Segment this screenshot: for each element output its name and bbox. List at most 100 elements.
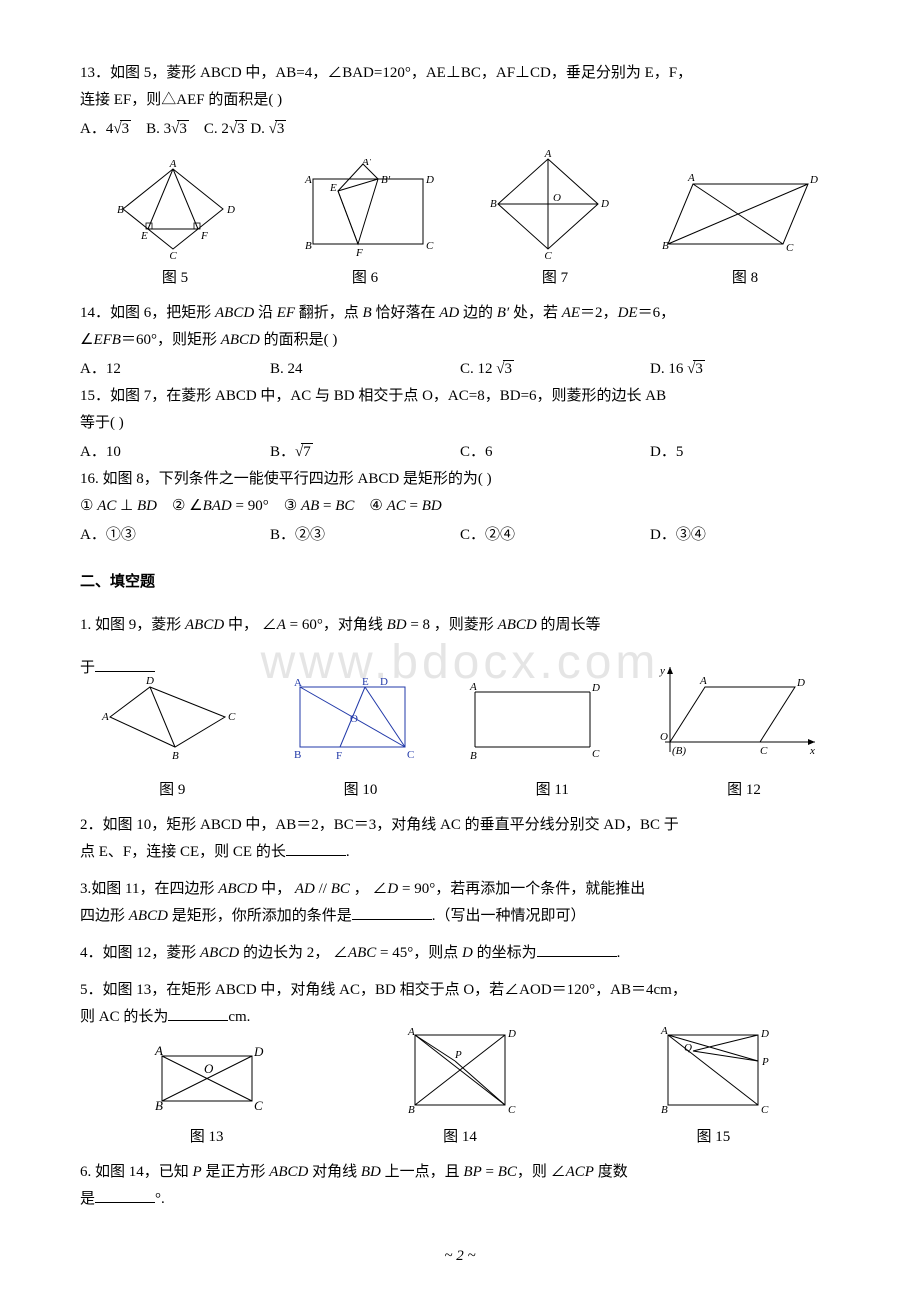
fill-q2: 2．如图 10，矩形 ABCD 中，AB＝2，BC＝3，对角线 AC 的垂直平分… — [80, 812, 840, 866]
svg-text:O: O — [660, 731, 668, 743]
figure-row-2: D C B A A E D B F C O — [80, 662, 840, 762]
q15-optA: A．10 — [80, 439, 270, 466]
blank-fq2 — [286, 841, 346, 856]
q16-optA: A．①③ — [80, 522, 270, 549]
svg-text:B: B — [408, 1104, 415, 1116]
figure-captions-2: 图 9 图 10 图 11 图 12 — [80, 777, 840, 804]
cap-fig5: 图 5 — [162, 265, 188, 292]
svg-text:A: A — [469, 681, 477, 693]
svg-text:C: C — [544, 250, 552, 259]
figure-13: A D B C O — [142, 1038, 272, 1118]
figure-7: A B D C O — [483, 149, 613, 259]
cap-fig6: 图 6 — [352, 265, 378, 292]
svg-text:D: D — [380, 676, 388, 688]
svg-text:E: E — [329, 182, 337, 194]
svg-text:B: B — [172, 750, 179, 762]
svg-text:P: P — [761, 1056, 769, 1068]
svg-text:A: A — [294, 677, 302, 689]
q14-optD: D. 16 3 — [650, 356, 840, 383]
q13-line2: 连接 EF，则△AEF 的面积是( ) — [80, 92, 282, 108]
svg-text:B: B — [661, 1104, 668, 1116]
svg-text:Q: Q — [684, 1042, 692, 1054]
cap-fig12: 图 12 — [727, 777, 761, 804]
blank-fq5 — [168, 1006, 228, 1021]
svg-text:A: A — [699, 675, 707, 687]
svg-text:F: F — [200, 230, 208, 242]
svg-text:B: B — [305, 240, 312, 252]
svg-text:A: A — [407, 1026, 415, 1038]
fill-q1: 1. 如图 9，菱形 ABCD 中， ∠A = 60°，对角线 BD = 8 ，… — [80, 612, 840, 639]
svg-text:A: A — [101, 711, 109, 723]
question-14: 14．如图 6，把矩形 ABCD 沿 EF 翻折，点 B 恰好落在 AD 边的 … — [80, 300, 840, 354]
svg-text:E: E — [362, 676, 369, 688]
question-13: 13．如图 5，菱形 ABCD 中，AB=4，∠BAD=120°，AE⊥BC，A… — [80, 60, 840, 114]
q16-optB: B．②③ — [270, 522, 460, 549]
q13-line1: 13．如图 5，菱形 ABCD 中，AB=4，∠BAD=120°，AE⊥BC，A… — [80, 65, 692, 81]
svg-text:C: C — [786, 242, 794, 254]
svg-text:O: O — [204, 1061, 214, 1076]
svg-text:C: C — [760, 745, 768, 757]
svg-text:P: P — [454, 1049, 462, 1061]
svg-text:D: D — [591, 682, 600, 694]
svg-text:C: C — [592, 748, 600, 760]
cap-fig13: 图 13 — [190, 1124, 224, 1151]
q15-optC: C．6 — [460, 439, 650, 466]
cap-fig9: 图 9 — [159, 777, 185, 804]
svg-text:O: O — [350, 713, 358, 725]
cap-fig14: 图 14 — [443, 1124, 477, 1151]
q15-optD: D．5 — [650, 439, 840, 466]
question-15: 15．如图 7，在菱形 ABCD 中，AC 与 BD 相交于点 O，AC=8，B… — [80, 383, 840, 437]
svg-text:C: C — [407, 749, 414, 761]
svg-text:F: F — [355, 247, 363, 259]
q15-optB: B．7 — [270, 439, 460, 466]
fill-q6: 6. 如图 14，已知 P 是正方形 ABCD 对角线 BD 上一点，且 BP … — [80, 1159, 840, 1213]
svg-text:x: x — [809, 745, 815, 757]
cap-fig11: 图 11 — [536, 777, 569, 804]
figure-captions-3: 图 13 图 14 图 15 — [80, 1124, 840, 1151]
svg-text:A: A — [660, 1025, 668, 1037]
figure-12: O (B) A D C x y — [650, 662, 820, 762]
figure-11: A D B C — [460, 677, 610, 762]
page-content: 13．如图 5，菱形 ABCD 中，AB=4，∠BAD=120°，AE⊥BC，A… — [80, 60, 840, 1270]
figure-captions-1: 图 5 图 6 图 7 图 8 — [80, 265, 840, 292]
figure-row-1: A B D C E F A D B C E F — [80, 149, 840, 259]
svg-text:(B): (B) — [672, 745, 686, 757]
svg-text:D: D — [425, 174, 434, 186]
question-16: 16. 如图 8，下列条件之一能使平行四边形 ABCD 是矩形的为( ) ① A… — [80, 466, 840, 520]
svg-text:C: C — [228, 711, 236, 723]
section-2-title: 二、填空题 — [80, 569, 840, 596]
svg-text:D: D — [760, 1028, 769, 1040]
svg-text:D: D — [253, 1044, 264, 1059]
figure-8: A D B C — [658, 169, 818, 259]
q13-optA: A．43 — [80, 121, 131, 137]
fill-q4: 4．如图 12，菱形 ABCD 的边长为 2， ∠ABC = 45°，则点 D … — [80, 940, 840, 967]
q13-options: A．43 B. 33 C. 23 D. 3 — [80, 116, 840, 143]
blank-fq4 — [537, 942, 617, 957]
svg-text:y: y — [659, 665, 665, 677]
figure-5: A B D C E F — [103, 159, 243, 259]
q14-optC: C. 12 3 — [460, 356, 650, 383]
q16-optD: D．③④ — [650, 522, 840, 549]
blank-fq3 — [352, 905, 432, 920]
svg-text:C: C — [508, 1104, 516, 1116]
svg-text:A: A — [168, 159, 176, 170]
figure-14: A D B C P — [395, 1023, 525, 1118]
svg-text:B: B — [662, 240, 669, 252]
q16-optC: C．②④ — [460, 522, 650, 549]
figure-9: D C B A — [100, 672, 240, 762]
svg-text:A: A — [154, 1043, 163, 1058]
svg-text:E: E — [140, 230, 148, 242]
svg-text:B': B' — [381, 174, 391, 186]
svg-text:A': A' — [361, 159, 372, 168]
cap-fig15: 图 15 — [696, 1124, 730, 1151]
q13-optD: D. 3 — [250, 121, 286, 137]
svg-text:D: D — [226, 204, 235, 216]
blank-fq6 — [95, 1188, 155, 1203]
cap-fig10: 图 10 — [344, 777, 378, 804]
svg-text:D: D — [809, 174, 818, 186]
figure-6: A D B C E F A' B' — [288, 159, 438, 259]
cap-fig8: 图 8 — [732, 265, 758, 292]
page-number: ~ 2 ~ — [80, 1243, 840, 1270]
cap-fig7: 图 7 — [542, 265, 568, 292]
svg-text:A: A — [543, 149, 551, 160]
